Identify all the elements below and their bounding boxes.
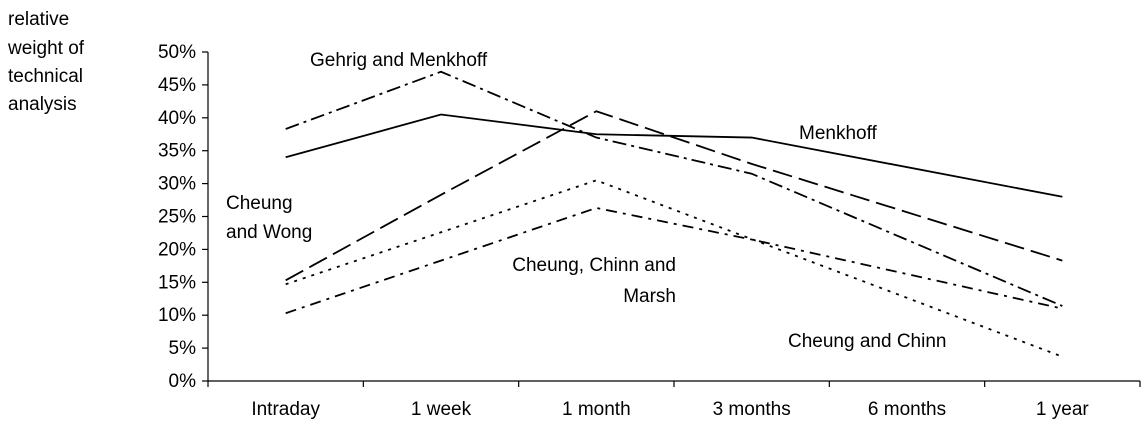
series-lines <box>285 70 1063 358</box>
y-tick-label: 15% <box>158 272 196 293</box>
y-tick-label: 0% <box>169 371 197 392</box>
series-line-cheung-chinn-and-marsh <box>285 207 1063 315</box>
y-tick-label: 10% <box>158 305 196 326</box>
x-tick-label: 1 week <box>411 399 472 420</box>
series-line-menkhoff <box>285 113 1063 198</box>
y-axis-title-line-4: analysis <box>8 94 77 115</box>
y-axis-title-line-2: weight of <box>7 38 85 59</box>
y-tick-label: 30% <box>158 174 196 195</box>
x-tick-label: 6 months <box>868 399 946 420</box>
x-tick-label: 1 month <box>562 399 631 420</box>
x-tick-label: Intraday <box>251 399 320 420</box>
series-line-gehrig-and-menkhoff <box>285 70 1063 307</box>
x-tick-label: 3 months <box>713 399 791 420</box>
x-tick-label: 1 year <box>1036 399 1089 420</box>
y-tick-label: 35% <box>158 141 196 162</box>
axes <box>207 52 1140 382</box>
annotation-cheung-and-wong-line-2: and Wong <box>226 222 312 243</box>
annotation-cheung-chinn-marsh-line-2: Marsh <box>623 286 676 307</box>
y-tick-label: 20% <box>158 239 196 260</box>
y-axis-title-line-3: technical <box>8 66 83 87</box>
annotation-cheung-and-wong-line-1: Cheung <box>226 193 293 214</box>
annotation-menkhoff: Menkhoff <box>799 123 878 144</box>
annotation-gehrig-and-menkhoff: Gehrig and Menkhoff <box>310 50 488 71</box>
annotation-cheung-and-chinn: Cheung and Chinn <box>788 331 946 352</box>
y-ticks: 0% 5% 10% 15% 20% 25% 30% 35% 40% 45% 50% <box>158 42 208 392</box>
y-tick-label: 50% <box>158 42 196 63</box>
y-tick-label: 40% <box>158 108 196 129</box>
y-tick-label: 5% <box>169 338 197 359</box>
x-ticks: Intraday 1 week 1 month 3 months 6 months 1 y… <box>207 381 1141 420</box>
y-axis-title-line-1: relative <box>8 9 69 30</box>
y-tick-label: 45% <box>158 75 196 96</box>
annotation-cheung-chinn-marsh-line-1: Cheung, Chinn and <box>512 255 676 276</box>
y-tick-label: 25% <box>158 207 196 228</box>
series-line-cheung-and-chinn <box>285 179 1063 358</box>
series-line-cheung-and-wong <box>285 110 1063 282</box>
